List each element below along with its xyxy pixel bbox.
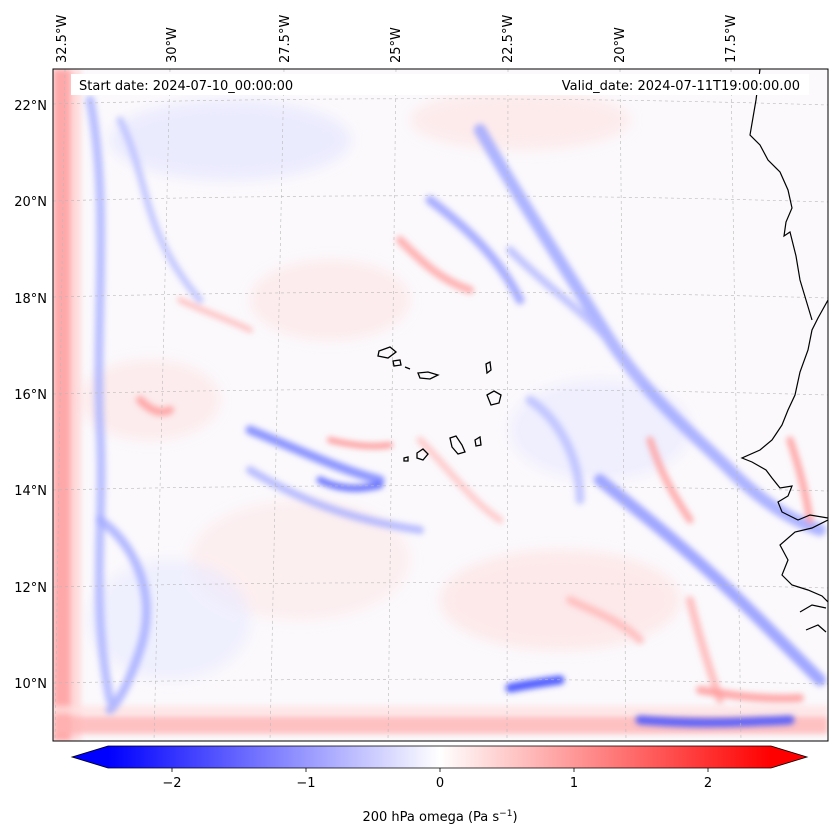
- colorbar-tick-2: 2: [704, 776, 712, 791]
- lat-label-16n: 16°N: [14, 388, 47, 403]
- sao-vicente-island: [392, 359, 402, 367]
- header-box: [71, 74, 809, 95]
- colorbar-tick-marks: [171, 768, 709, 772]
- lon-label-25w: 25°W: [389, 27, 404, 63]
- lon-label-30w: 30°W: [165, 27, 180, 63]
- colorbar-extend-high: [771, 746, 807, 768]
- colorbar-outline: [70, 745, 809, 769]
- guinea-bissau-coastline: [779, 519, 828, 633]
- lat-label-18n: 18°N: [14, 292, 47, 307]
- lon-label-27-5w: 27.5°W: [278, 15, 293, 63]
- colorbar-label-text: 200 hPa omega (Pa s: [362, 810, 499, 825]
- colorbar-gradient: [108, 746, 771, 768]
- sal-island: [485, 361, 492, 375]
- lat-label-14n: 14°N: [14, 484, 47, 499]
- gridlines: [53, 69, 828, 741]
- santa-luzia-island: [404, 366, 411, 370]
- lon-label-22-5w: 22.5°W: [501, 15, 516, 63]
- lon-label-20w: 20°W: [613, 27, 628, 63]
- boa-vista-island: [486, 390, 502, 406]
- maio-island: [474, 435, 482, 447]
- colorbar-label: 200 hPa omega (Pa s−1): [362, 809, 517, 825]
- omega-field: Start date: 2024-07-10_00:00:00 Valid_da…: [53, 69, 828, 741]
- colorbar: −2 −1 0 1 2 200 hPa omega (Pa s−1): [70, 745, 809, 825]
- lat-label-20n: 20°N: [14, 195, 47, 210]
- colorbar-tick-0: 0: [436, 776, 444, 791]
- cape-verde-islands: [377, 346, 502, 462]
- lat-label-12n: 12°N: [14, 581, 47, 596]
- colorbar-tick-neg2: −2: [162, 776, 181, 791]
- fogo-island: [416, 448, 429, 461]
- sao-nicolau-island: [417, 371, 440, 380]
- lat-label-22n: 22°N: [14, 99, 47, 114]
- lat-label-10n: 10°N: [14, 677, 47, 692]
- map-frame: [52, 68, 829, 742]
- start-date-label: Start date: 2024-07-10_00:00:00: [79, 79, 293, 94]
- western-sahara-coastline: [749, 69, 813, 321]
- colorbar-label-exponent: −1: [499, 809, 512, 819]
- longitude-labels: 32.5°W 30°W 27.5°W 25°W 22.5°W 20°W 17.5…: [55, 15, 739, 63]
- colorbar-tick-neg1: −1: [296, 776, 315, 791]
- santiago-island: [449, 435, 466, 455]
- santo-antao-island: [377, 346, 398, 359]
- colorbar-extend-low: [72, 746, 108, 768]
- omega-streaks: [85, 95, 826, 728]
- africa-coastline: [740, 299, 828, 521]
- colorbar-tick-1: 1: [570, 776, 578, 791]
- colorbar-label-close: ): [512, 810, 517, 825]
- lon-label-17-5w: 17.5°W: [724, 15, 739, 63]
- valid-date-label: Valid_date: 2024-07-11T19:00:00.00: [562, 79, 800, 94]
- lon-label-32-5w: 32.5°W: [55, 15, 70, 63]
- field-background-patches: [80, 90, 690, 680]
- brava-island: [403, 456, 409, 462]
- latitude-labels: 22°N 20°N 18°N 16°N 14°N 12°N 10°N: [14, 99, 47, 692]
